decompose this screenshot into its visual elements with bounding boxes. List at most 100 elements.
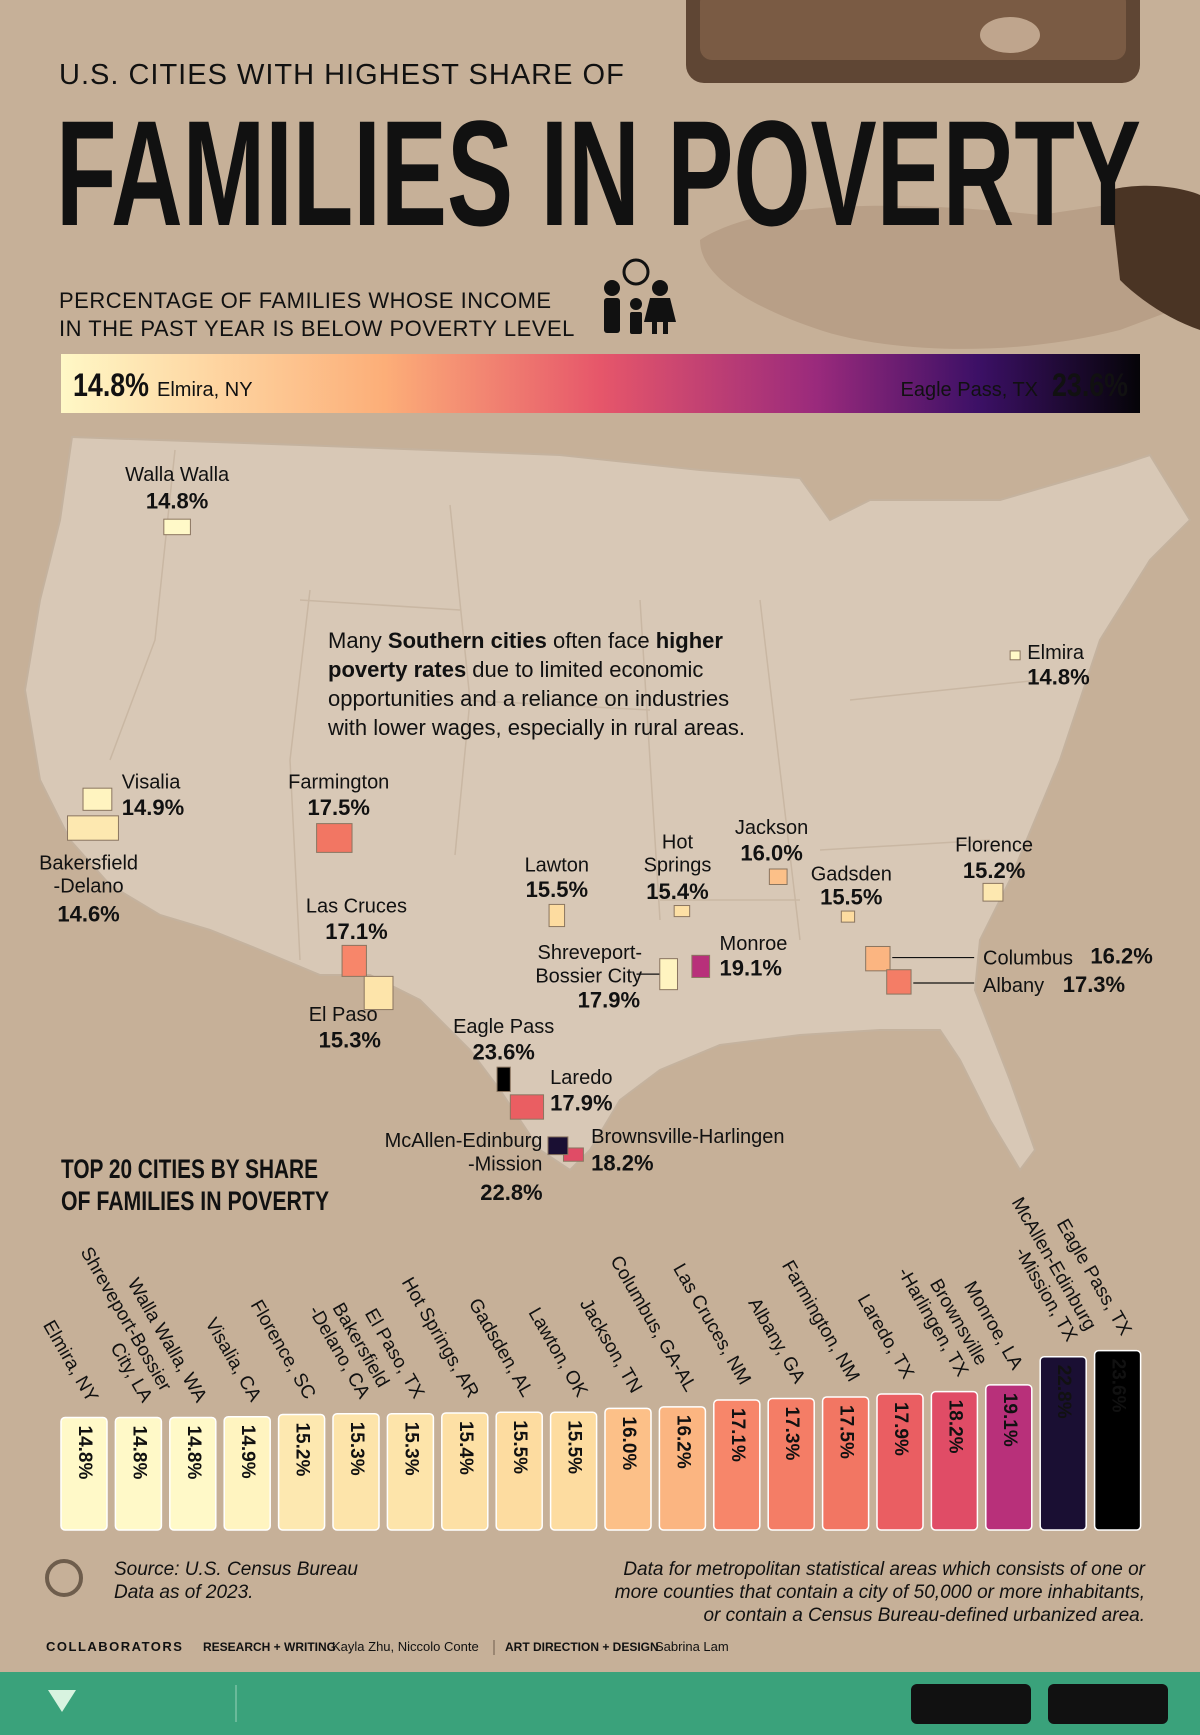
city-value: 18.2%	[591, 1150, 653, 1175]
city-value: 23.6%	[472, 1040, 534, 1065]
annotation-text: Many	[328, 628, 388, 653]
scale-max-value: 23.6%	[1052, 367, 1128, 403]
annotation-line: Many Southern cities often face higher	[328, 628, 723, 653]
app-store-button[interactable]	[911, 1684, 1031, 1724]
annotation-text: with lower wages, especially in rural ar…	[327, 715, 745, 740]
city-name: Monroe	[720, 933, 788, 955]
bar-value-label: 15.4%	[455, 1421, 476, 1475]
city-name: Shreveport-	[538, 942, 643, 964]
city-name: El Paso	[309, 1004, 378, 1026]
scale-min-value: 14.8%	[73, 367, 149, 403]
hand	[700, 200, 1200, 349]
chart-title: OF FAMILIES IN POVERTY	[61, 1186, 329, 1216]
city-marker	[163, 518, 191, 536]
bar-value-label: 15.5%	[509, 1420, 530, 1474]
city-name: Eagle Pass	[453, 1016, 554, 1038]
city-value: 15.3%	[319, 1027, 381, 1052]
sleeve	[1110, 185, 1200, 330]
google-play-button[interactable]	[1048, 1684, 1168, 1724]
bar	[876, 1393, 924, 1531]
bar	[1093, 1349, 1142, 1531]
bar-value-label: 19.1%	[999, 1393, 1020, 1447]
city-name: -Delano	[54, 876, 124, 898]
city-name: Bossier City	[535, 965, 642, 987]
subtitle: IN THE PAST YEAR IS BELOW POVERTY LEVEL	[59, 316, 575, 341]
bar-value-label: 17.1%	[727, 1408, 748, 1462]
city-name: Farmington	[288, 772, 389, 794]
bar	[495, 1411, 543, 1531]
annotation-text: poverty rates	[328, 657, 466, 682]
city-name: Jackson	[735, 817, 808, 839]
source-icon	[45, 1559, 83, 1597]
city-value: 19.1%	[720, 956, 782, 981]
city-marker	[691, 954, 711, 978]
city-value: 14.8%	[146, 488, 208, 513]
city-name: Albany	[983, 975, 1044, 997]
family-icon	[604, 258, 676, 334]
city-marker	[659, 958, 678, 991]
bar-value-label: 15.3%	[400, 1422, 421, 1476]
annotation-line: with lower wages, especially in rural ar…	[327, 715, 745, 740]
bar	[985, 1384, 1033, 1531]
note: more counties that contain a city of 50,…	[615, 1582, 1145, 1603]
kicker: U.S. CITIES WITH HIGHEST SHARE OF	[59, 59, 625, 91]
bar-value-label: 18.2%	[944, 1400, 965, 1454]
city-name: Bakersfield	[39, 852, 138, 874]
city-name: Lawton	[525, 855, 590, 877]
bar	[930, 1390, 979, 1531]
bar-value-label: 23.6%	[1108, 1359, 1129, 1413]
city-name: Elmira	[1027, 642, 1085, 664]
bar	[658, 1406, 707, 1531]
bar	[223, 1416, 271, 1531]
bar	[1039, 1355, 1087, 1531]
city-name: Brownsville-Harlingen	[591, 1126, 784, 1148]
city-value: 14.8%	[1027, 664, 1089, 689]
bar	[821, 1396, 870, 1531]
city-value: 17.3%	[1063, 972, 1125, 997]
annotation-text: opportunities and a reliance on industri…	[328, 686, 729, 711]
main-title: FAMILIES IN POVERTY	[56, 89, 1141, 257]
bar-value-label: 22.8%	[1053, 1365, 1074, 1419]
city-marker	[363, 975, 394, 1011]
bar	[386, 1412, 435, 1531]
city-marker	[886, 969, 912, 995]
city-value: 17.9%	[578, 988, 640, 1013]
annotation-text: often face	[547, 628, 656, 653]
city-marker	[341, 944, 367, 977]
chart-title: TOP 20 CITIES BY SHARE	[61, 1154, 318, 1184]
city-name: Las Cruces	[306, 896, 407, 918]
bar	[549, 1411, 598, 1531]
source: Data as of 2023.	[114, 1582, 253, 1603]
bar	[60, 1416, 108, 1531]
bar-value-label: 17.5%	[836, 1405, 857, 1459]
city-marker	[1009, 650, 1021, 661]
city-marker	[865, 945, 891, 972]
city-value: 15.2%	[963, 858, 1025, 883]
city-value: 15.5%	[526, 877, 588, 902]
bar	[277, 1413, 326, 1531]
city-value: 22.8%	[480, 1180, 542, 1205]
city-name: Springs	[644, 855, 712, 877]
bar-value-label: 17.3%	[781, 1407, 802, 1461]
scale-min-city: Elmira, NY	[157, 379, 253, 401]
bar-value-label: 14.8%	[183, 1426, 204, 1480]
bar-value-label: 14.8%	[128, 1426, 149, 1480]
brand-logo	[48, 1690, 76, 1712]
city-value: 15.4%	[646, 879, 708, 904]
city-value: 17.9%	[550, 1091, 612, 1116]
source: Source: U.S. Census Bureau	[114, 1559, 358, 1580]
city-name: Florence	[955, 835, 1033, 857]
city-name: Gadsden	[811, 863, 892, 885]
note: Data for metropolitan statistical areas …	[623, 1559, 1145, 1580]
city-marker	[547, 1136, 569, 1156]
city-marker	[509, 1094, 545, 1120]
thumb	[980, 17, 1040, 53]
bar-value-label: 15.2%	[292, 1422, 313, 1476]
bar-value-label: 16.2%	[672, 1415, 693, 1469]
city-marker	[768, 868, 788, 885]
city-marker	[316, 823, 353, 853]
bar-value-label: 15.3%	[346, 1422, 367, 1476]
bar	[767, 1397, 815, 1531]
city-name: -Mission	[468, 1153, 542, 1175]
